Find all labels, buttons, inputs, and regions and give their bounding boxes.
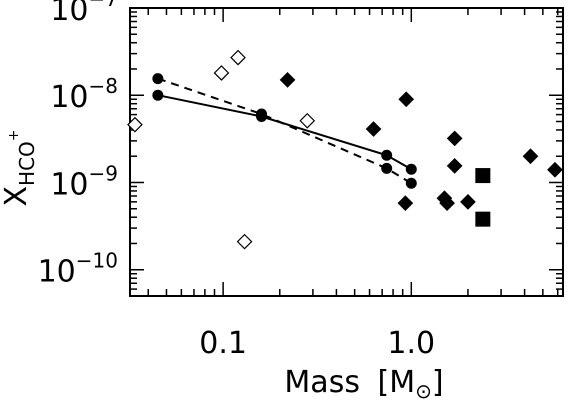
filled-diamond-marker <box>460 193 476 210</box>
solid-series-line <box>157 94 412 171</box>
y-tick-label-exponent: −10 <box>76 249 118 273</box>
y-axis-title: XHCO+ <box>0 129 39 206</box>
y-axis-title-superscript: + <box>6 129 22 141</box>
y-axis-title-base: X <box>0 186 34 207</box>
x-axis-unit-close: ] <box>432 365 444 400</box>
y-tick-label-exponent: −8 <box>89 74 118 98</box>
y-tick-label-base: 10 <box>50 167 88 202</box>
y-axis-title-subscript: HCO <box>15 141 39 186</box>
filled-diamond-marker <box>446 158 463 174</box>
open-diamond-marker <box>213 65 230 81</box>
y-tick-label: 10−10 <box>38 249 118 290</box>
circle-marker <box>381 149 393 161</box>
filled-diamond-marker <box>279 72 296 88</box>
data-markers <box>127 49 563 250</box>
plot-frame <box>129 7 564 297</box>
axis-ticks <box>130 7 563 297</box>
circle-marker <box>405 177 417 189</box>
y-tick-label-base: 10 <box>38 255 76 290</box>
square-marker <box>475 168 491 184</box>
y-tick-label-exponent: −9 <box>89 161 118 185</box>
x-tick-labels: 0.1 1.0 <box>199 326 435 361</box>
x-axis-title-text: Mass <box>284 365 360 400</box>
y-tick-label: 10−8 <box>50 74 118 115</box>
filled-diamond-marker <box>522 148 539 165</box>
circle-marker <box>381 162 393 174</box>
x-axis-unit-open: [M <box>378 365 416 400</box>
x-tick-label: 1.0 <box>387 326 435 361</box>
sun-symbol: ⊙ <box>415 379 432 401</box>
open-diamond-marker <box>299 112 316 129</box>
circle-marker <box>256 108 268 120</box>
circle-marker <box>152 89 164 101</box>
y-tick-label: 10−9 <box>50 161 118 202</box>
filled-diamond-marker <box>397 195 414 211</box>
y-tick-label-base: 10 <box>50 0 88 28</box>
x-tick-label: 0.1 <box>199 326 247 361</box>
series-lines <box>157 77 412 185</box>
square-marker <box>475 211 491 227</box>
y-tick-label-exponent: −7 <box>89 0 118 11</box>
circle-marker <box>405 163 417 175</box>
x-axis-title: Mass [M⊙] <box>284 365 443 401</box>
y-tick-label-base: 10 <box>50 80 88 115</box>
y-tick-label: 10−7 <box>50 0 118 28</box>
filled-diamond-marker <box>547 161 563 178</box>
filled-diamond-marker <box>365 121 382 137</box>
open-diamond-marker <box>127 116 143 133</box>
circle-marker <box>152 73 164 85</box>
filled-diamond-marker <box>446 130 463 147</box>
filled-diamond-marker <box>398 91 415 108</box>
filled-diamond-marker <box>439 195 455 211</box>
open-diamond-marker <box>236 233 253 250</box>
open-diamond-marker <box>230 49 246 66</box>
